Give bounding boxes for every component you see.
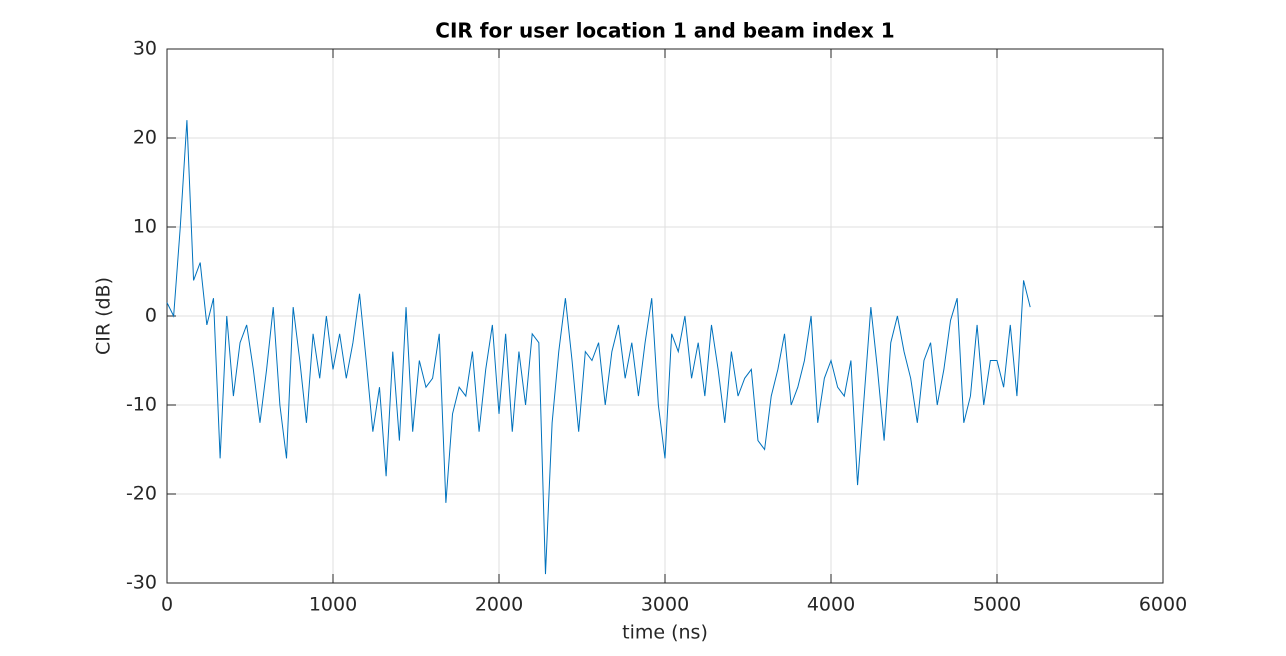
x-tick-label: 2000 bbox=[475, 594, 523, 616]
y-tick-label: 30 bbox=[133, 38, 157, 60]
y-tick-label: -20 bbox=[126, 483, 157, 505]
y-tick-label: -30 bbox=[126, 572, 157, 594]
x-tick-label: 6000 bbox=[1139, 594, 1187, 616]
x-tick-label: 1000 bbox=[309, 594, 357, 616]
x-tick-label: 3000 bbox=[641, 594, 689, 616]
y-tick-label: 0 bbox=[145, 305, 157, 327]
y-tick-label: 20 bbox=[133, 127, 157, 149]
x-tick-label: 5000 bbox=[973, 594, 1021, 616]
y-axis-label: CIR (dB) bbox=[93, 277, 115, 355]
y-tick-label: 10 bbox=[133, 216, 157, 238]
x-axis-label: time (ns) bbox=[622, 622, 708, 644]
chart-title: CIR for user location 1 and beam index 1 bbox=[435, 19, 894, 43]
axes-box bbox=[166, 48, 1164, 584]
y-tick-label: -10 bbox=[126, 394, 157, 416]
x-tick-label: 0 bbox=[161, 594, 173, 616]
x-tick-label: 4000 bbox=[807, 594, 855, 616]
data-line bbox=[166, 120, 1031, 575]
